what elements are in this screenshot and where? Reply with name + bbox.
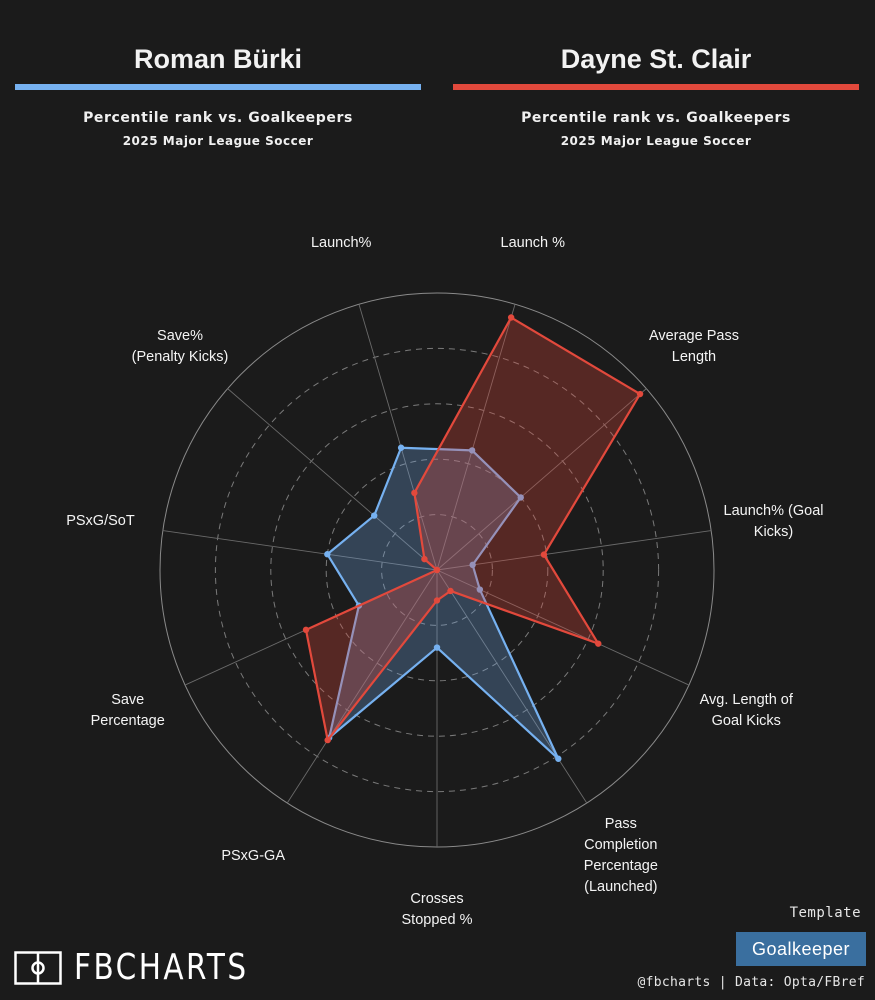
radar-chart <box>159 292 715 848</box>
player-left-header: Roman Bürki Percentile rank vs. Goalkeep… <box>15 40 421 148</box>
axis-spoke-6 <box>436 569 588 804</box>
series-point-left-6 <box>555 755 562 762</box>
grid-ring-3 <box>270 403 604 737</box>
axis-label-8: PSxG-GA <box>221 847 285 864</box>
player-right-header: Dayne St. Clair Percentile rank vs. Goal… <box>453 40 859 148</box>
player-right-league: 2025 Major League Soccer <box>560 134 752 148</box>
axis-label-6: Pass Completion Percentage (Launched) <box>583 816 658 896</box>
player-left-league: 2025 Major League Soccer <box>122 134 314 148</box>
series-point-left-1 <box>397 444 405 451</box>
series-point-right-7 <box>433 597 441 604</box>
series-point-right-11 <box>421 555 428 563</box>
series-point-right-2 <box>507 314 515 321</box>
axis-spoke-3 <box>436 388 647 571</box>
axis-label-1: Launch% <box>310 235 372 252</box>
axis-spoke-11 <box>227 388 438 571</box>
axis-label-7: Crosses Stopped % <box>401 891 473 928</box>
player-left-name: Roman Bürki <box>133 44 303 74</box>
grid-ring-1 <box>381 514 493 626</box>
player-right-color-bar <box>453 84 859 90</box>
axis-label-4: Launch% (Goal Kicks) <box>723 502 824 540</box>
series-point-right-1 <box>411 489 418 497</box>
template-label: Template <box>789 905 861 921</box>
series-point-left-10 <box>324 551 331 558</box>
template-badge: Goalkeeper <box>736 932 866 966</box>
axis-spoke-10 <box>162 530 438 571</box>
axis-spoke-4 <box>436 530 712 571</box>
axis-label-3: Average Pass Length <box>648 328 739 366</box>
series-point-right-3 <box>636 390 644 398</box>
series-point-left-4 <box>469 561 476 569</box>
series-point-right-6 <box>447 587 454 595</box>
series-point-left-7 <box>433 644 441 651</box>
fbcharts-logo: FBCHARTS <box>14 948 287 988</box>
axis-spoke-2 <box>436 304 516 571</box>
logo-text: FBCHARTS <box>74 947 249 988</box>
series-point-left-2 <box>468 447 476 454</box>
axis-label-10: PSxG/SoT <box>66 513 135 530</box>
series-point-left-11 <box>370 512 378 519</box>
series-point-left-5 <box>476 586 484 593</box>
series-point-left-3 <box>517 494 524 501</box>
player-left-color-bar <box>15 84 421 90</box>
series-point-right-10 <box>433 566 441 574</box>
axis-label-2: Launch % <box>500 235 566 252</box>
axis-spoke-1 <box>358 304 438 571</box>
series-point-right-9 <box>302 626 310 634</box>
axis-label-5: Avg. Length of Goal Kicks <box>699 692 793 730</box>
axis-label-9: Save Percentage <box>90 692 165 730</box>
axis-label-11: Save% (Penalty Kicks) <box>131 328 229 366</box>
pitch-icon <box>14 951 62 985</box>
series-point-right-4 <box>540 551 548 558</box>
series-area-left <box>326 446 560 760</box>
grid-ring-4 <box>214 347 660 793</box>
series-point-right-8 <box>324 736 331 744</box>
player-right-name: Dayne St. Clair <box>560 44 752 74</box>
grid-ring-2 <box>325 458 549 682</box>
player-right-subtitle: Percentile rank vs. Goalkeepers <box>521 110 791 126</box>
credits: @fbcharts | Data: Opta/FBref <box>637 975 865 990</box>
player-left-subtitle: Percentile rank vs. Goalkeepers <box>83 110 353 126</box>
series-point-right-5 <box>595 640 602 647</box>
axis-spoke-8 <box>286 569 438 804</box>
